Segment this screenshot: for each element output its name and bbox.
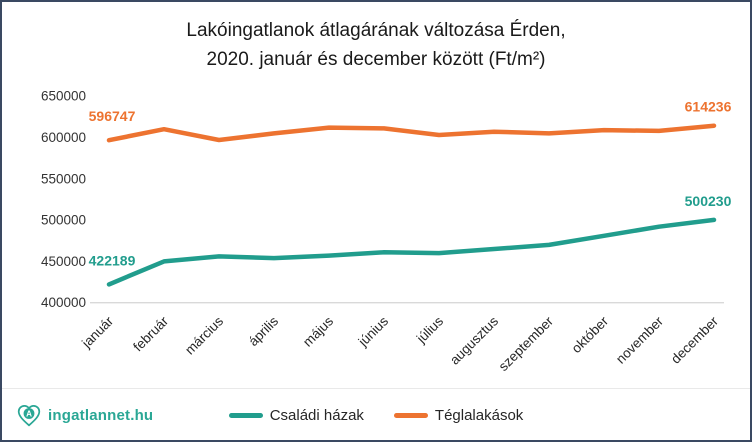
legend-item-csaladi-hazak: Családi házak: [228, 406, 364, 424]
data-label-start: 596747: [89, 108, 136, 124]
y-axis-labels: 650000 600000 550000 500000 450000 400000: [41, 89, 86, 311]
data-label-end: 614236: [685, 99, 732, 115]
chart-title-line1: Lakóingatlanok átlagárának változása Érd…: [186, 20, 566, 41]
series-line-csal-di-h-zak: [106, 217, 717, 287]
ingatlannet-logo[interactable]: A ingatlannet.hu: [16, 397, 153, 433]
x-tick-label: december: [668, 313, 721, 366]
svg-text:A: A: [26, 409, 32, 418]
chart-footer: A ingatlannet.hu Családi házak Téglalaká…: [2, 397, 750, 433]
teal-line-swatch: [228, 412, 263, 418]
x-axis-labels: január február március április május június jú…: [78, 313, 721, 374]
heart-house-icon: A: [17, 405, 41, 427]
legend-label: Téglalakások: [434, 406, 524, 424]
x-tick-label: május: [300, 313, 336, 349]
x-tick-label: január: [78, 313, 116, 351]
orange-line-swatch: [393, 412, 428, 418]
data-label-start: 422189: [89, 252, 136, 268]
y-tick-label: 450000: [41, 254, 86, 269]
data-label-end: 500230: [685, 193, 732, 209]
legend-label: Családi házak: [269, 406, 364, 424]
x-tick-label: november: [613, 313, 666, 366]
x-tick-label: március: [182, 313, 226, 357]
footer-divider: [2, 388, 750, 389]
y-tick-label: 400000: [41, 295, 86, 310]
x-tick-label: július: [413, 313, 446, 346]
chart-legend: Családi házak Téglalakások: [2, 397, 750, 433]
y-tick-label: 600000: [41, 130, 86, 145]
legend-item-teglalakasok: Téglalakások: [393, 406, 524, 424]
x-tick-label: augusztus: [447, 313, 501, 367]
y-tick-label: 650000: [41, 89, 86, 104]
x-tick-label: június: [355, 313, 391, 349]
x-tick-label: szeptember: [496, 313, 557, 374]
x-tick-label: február: [130, 313, 171, 354]
y-tick-label: 550000: [41, 171, 86, 186]
y-tick-label: 500000: [41, 213, 86, 228]
logo-text: ingatlannet.hu: [48, 406, 154, 424]
series-line-t-glalak-sok: [106, 123, 717, 143]
x-tick-label: április: [246, 313, 282, 349]
chart-title-line2: 2020. január és december között (Ft/m²): [206, 49, 546, 70]
chart-title: Lakóingatlanok átlagárának változása Érd…: [2, 16, 750, 74]
x-tick-label: október: [569, 313, 612, 356]
